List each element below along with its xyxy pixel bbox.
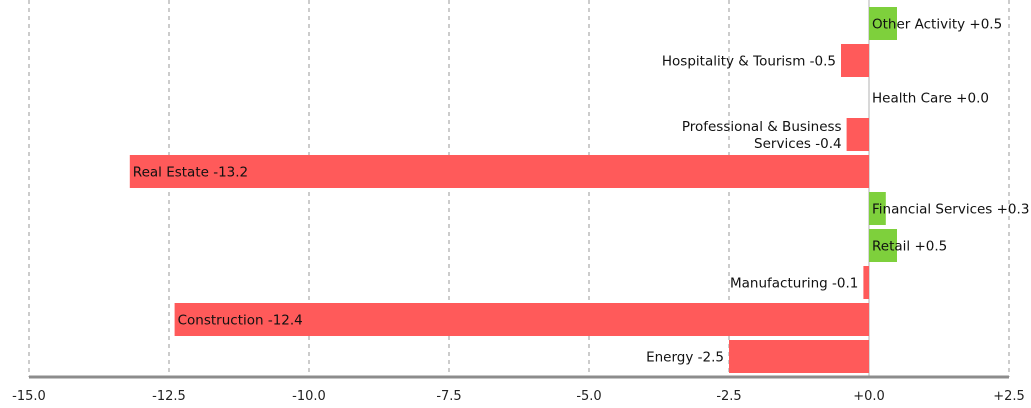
bar-0 (869, 7, 897, 40)
bar-5 (869, 192, 886, 225)
x-tick-label-4: -5.0 (576, 389, 601, 404)
x-tick-label-2: -10.0 (292, 389, 326, 404)
x-tick-label-3: -7.5 (436, 389, 461, 404)
x-tick-label-6: +0.0 (853, 389, 885, 404)
bar-7 (863, 266, 869, 299)
bar-4 (129, 155, 870, 188)
x-tick-label-7: +2.5 (993, 389, 1025, 404)
bar-label-8: Construction -12.4 (178, 313, 303, 329)
bar-label-0: Other Activity +0.5 (872, 17, 1002, 33)
bar-9 (729, 340, 869, 373)
bar-labels: Other Activity +0.5 Hospitality & Tourism… (133, 17, 1030, 366)
bars (129, 7, 897, 373)
bar-label-6: Retail +0.5 (872, 239, 947, 255)
bar-label-2: Health Care +0.0 (872, 91, 989, 107)
bar-label-3-line-1: Services -0.4 (754, 136, 842, 152)
bar-label-3-line-0: Professional & Business (682, 119, 842, 135)
x-tick-label-1: -12.5 (152, 389, 186, 404)
bar-6 (869, 229, 897, 262)
x-axis: -15.0 -12.5 -10.0 -7.5 -5.0 -2.5 +0.0 +2.5 (12, 375, 1025, 404)
bar-label-7: Manufacturing -0.1 (730, 276, 858, 292)
bar-label-4: Real Estate -13.2 (133, 165, 248, 181)
bar-label-5: Financial Services +0.3 (872, 202, 1029, 218)
bar-label-9: Energy -2.5 (646, 350, 724, 366)
bar-3 (846, 118, 869, 151)
bar-8 (174, 303, 870, 336)
x-tick-label-5: -2.5 (716, 389, 741, 404)
bar-1 (841, 44, 869, 77)
x-tick-label-0: -15.0 (12, 389, 46, 404)
bar-label-1: Hospitality & Tourism -0.5 (662, 54, 836, 70)
